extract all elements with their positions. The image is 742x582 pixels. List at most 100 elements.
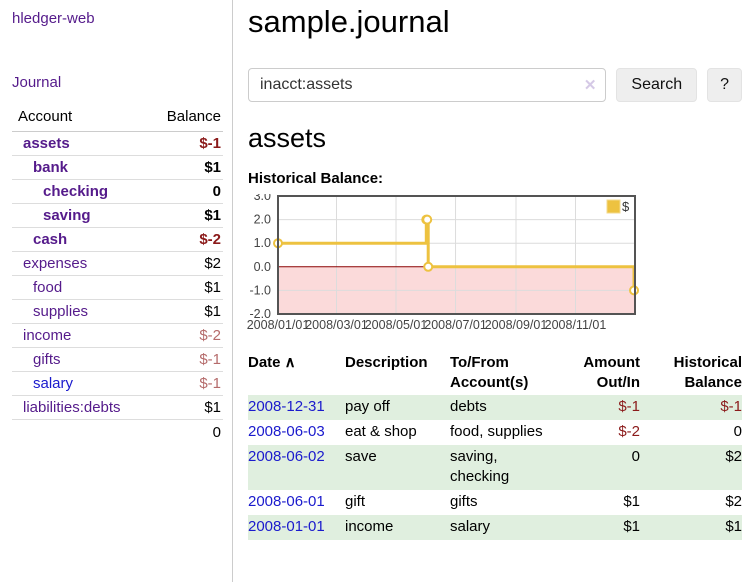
register-tbody: 2008-12-31 pay off debts $-1 $-1 2008-06-03 ea… <box>248 395 742 540</box>
account-balance: $1 <box>146 275 223 300</box>
transaction-date: 2008-01-01 <box>248 515 345 540</box>
clear-search-icon[interactable]: ✕ <box>583 77 597 94</box>
chart-x-tick-label: 2008/01/01 <box>247 318 310 332</box>
chart-x-tick-label: 2008/03/01 <box>305 318 368 332</box>
main-content: sample.journal ✕ Search ? assets Histori… <box>247 0 742 540</box>
register-table: Date ∧ Description To/From Account(s) Amoun… <box>248 351 742 540</box>
chart-x-tick-label: 2008/09/01 <box>485 318 548 332</box>
sort-ascending-icon: ∧ <box>280 354 296 371</box>
sidebar-account-link[interactable]: expenses <box>23 255 88 272</box>
account-balance: $1 <box>146 299 223 324</box>
sidebar: hledger-web Journal Account Balance asse… <box>0 0 233 582</box>
sidebar-account-link[interactable]: saving <box>43 207 91 224</box>
transaction-description: pay off <box>345 398 390 415</box>
account-row: liabilities:debts $1 <box>12 395 223 420</box>
sidebar-account-link[interactable]: income <box>23 327 72 344</box>
transaction-date: 2008-06-02 <box>248 445 345 490</box>
transaction-date: 2008-06-01 <box>248 490 345 515</box>
transaction-amount: $-2 <box>618 423 640 440</box>
transaction-accounts: saving, checking <box>450 448 510 485</box>
transaction-date-link[interactable]: 2008-01-01 <box>248 518 325 535</box>
transaction-description: income <box>345 518 394 535</box>
account-row: income $-2 <box>12 323 223 348</box>
search-input[interactable] <box>248 68 607 102</box>
brand-link[interactable]: hledger-web <box>12 10 95 27</box>
register-row: 2008-06-02 save saving, checking 0 $2 <box>248 445 742 490</box>
chart-y-tick-label: 1.0 <box>254 236 271 250</box>
accounts-total-row: 0 <box>12 419 223 444</box>
balance-chart: 3.0 2.0 1.0 0.0 -1.0 -2.02008/01/012008/03/01… <box>247 189 640 332</box>
chart-y-tick-label: 0.0 <box>254 260 271 274</box>
transaction-balance: $2 <box>725 493 742 510</box>
register-column-header-date[interactable]: Date ∧ <box>248 354 296 371</box>
register-header-row: Date ∧ Description To/From Account(s) Amoun… <box>248 351 742 395</box>
sidebar-account-link[interactable]: assets <box>23 135 70 152</box>
register-row: 2008-12-31 pay off debts $-1 $-1 <box>248 395 742 420</box>
sidebar-account-link[interactable]: supplies <box>33 303 89 320</box>
account-row: bank $1 <box>12 155 223 180</box>
account-row: gifts $-1 <box>12 347 223 372</box>
chart-point-marker <box>422 214 433 225</box>
account-balance: $2 <box>146 251 223 276</box>
transaction-date-link[interactable]: 2008-06-03 <box>248 423 325 440</box>
chart-legend-label: $ <box>622 199 630 214</box>
account-row: food $1 <box>12 275 223 300</box>
sidebar-account-link[interactable]: bank <box>33 159 69 176</box>
chart-y-tick-label: -1.0 <box>249 283 271 297</box>
account-balance: 0 <box>146 179 223 204</box>
sidebar-account-link[interactable]: checking <box>43 183 109 200</box>
chart-x-tick-label: 2008/05/01 <box>365 318 428 332</box>
account-balance: $-1 <box>146 131 223 156</box>
sidebar-account-link[interactable]: salary <box>33 375 74 392</box>
search-button[interactable]: Search <box>616 68 698 102</box>
transaction-date-link[interactable]: 2008-12-31 <box>248 398 325 415</box>
accounts-tbody: assets $-1 bank $1 checking 0 saving $1 cash $-2 e… <box>12 131 223 420</box>
transaction-date-link[interactable]: 2008-06-01 <box>248 493 325 510</box>
account-balance: $1 <box>146 395 223 420</box>
transaction-accounts: salary <box>450 518 491 535</box>
transaction-description: save <box>345 448 377 465</box>
transaction-amount: $1 <box>623 518 640 535</box>
sidebar-account-link[interactable]: liabilities:debts <box>23 399 121 416</box>
chart-y-tick-label: -2.0 <box>249 307 271 321</box>
transaction-accounts: food, supplies <box>450 423 543 440</box>
sidebar-item-journal[interactable]: Journal <box>12 74 62 91</box>
chart-x-tick-label: 2008/07/01 <box>424 318 487 332</box>
register-column-header-description: Description <box>345 354 428 371</box>
chart-y-tick-label: 2.0 <box>254 213 271 227</box>
sidebar-account-link[interactable]: gifts <box>33 351 61 368</box>
transaction-description: gift <box>345 493 366 510</box>
transaction-amount: $-1 <box>618 398 640 415</box>
account-column-header: Account <box>12 105 147 132</box>
account-row: saving $1 <box>12 203 223 228</box>
chart-legend-swatch <box>606 199 621 214</box>
chart-frame <box>277 195 636 315</box>
chart-y-tick-label: 3.0 <box>254 194 271 203</box>
transaction-balance: 0 <box>733 423 742 440</box>
transaction-accounts: gifts <box>450 493 478 510</box>
register-column-header-historical-balance: Historical Balance <box>673 354 742 391</box>
account-row: checking 0 <box>12 179 223 204</box>
accounts-table: Account Balance assets $-1 bank $1 checking 0… <box>12 105 223 444</box>
transaction-amount: $1 <box>623 493 640 510</box>
account-balance: $1 <box>146 203 223 228</box>
transaction-date: 2008-12-31 <box>248 395 345 420</box>
account-row: salary $-1 <box>12 371 223 396</box>
account-row: supplies $1 <box>12 299 223 324</box>
register-row: 2008-01-01 income salary $1 $1 <box>248 515 742 540</box>
transaction-date-link[interactable]: 2008-06-02 <box>248 448 325 465</box>
help-button[interactable]: ? <box>707 68 742 102</box>
register-row: 2008-06-03 eat & shop food, supplies $-2 0 <box>248 420 742 445</box>
sidebar-account-link[interactable]: cash <box>33 231 68 248</box>
accounts-header-row: Account Balance <box>12 105 223 132</box>
chart-point-marker <box>423 261 434 272</box>
accounts-total-value: 0 <box>12 419 223 444</box>
balance-column-header: Balance <box>146 105 223 132</box>
account-heading: assets <box>248 123 327 153</box>
account-row: expenses $2 <box>12 251 223 276</box>
register-column-header-to-from-account-s-: To/From Account(s) <box>450 354 529 391</box>
account-row: assets $-1 <box>12 131 223 156</box>
transaction-date: 2008-06-03 <box>248 420 345 445</box>
sidebar-account-link[interactable]: food <box>33 279 63 296</box>
account-balance: $-1 <box>146 371 223 396</box>
